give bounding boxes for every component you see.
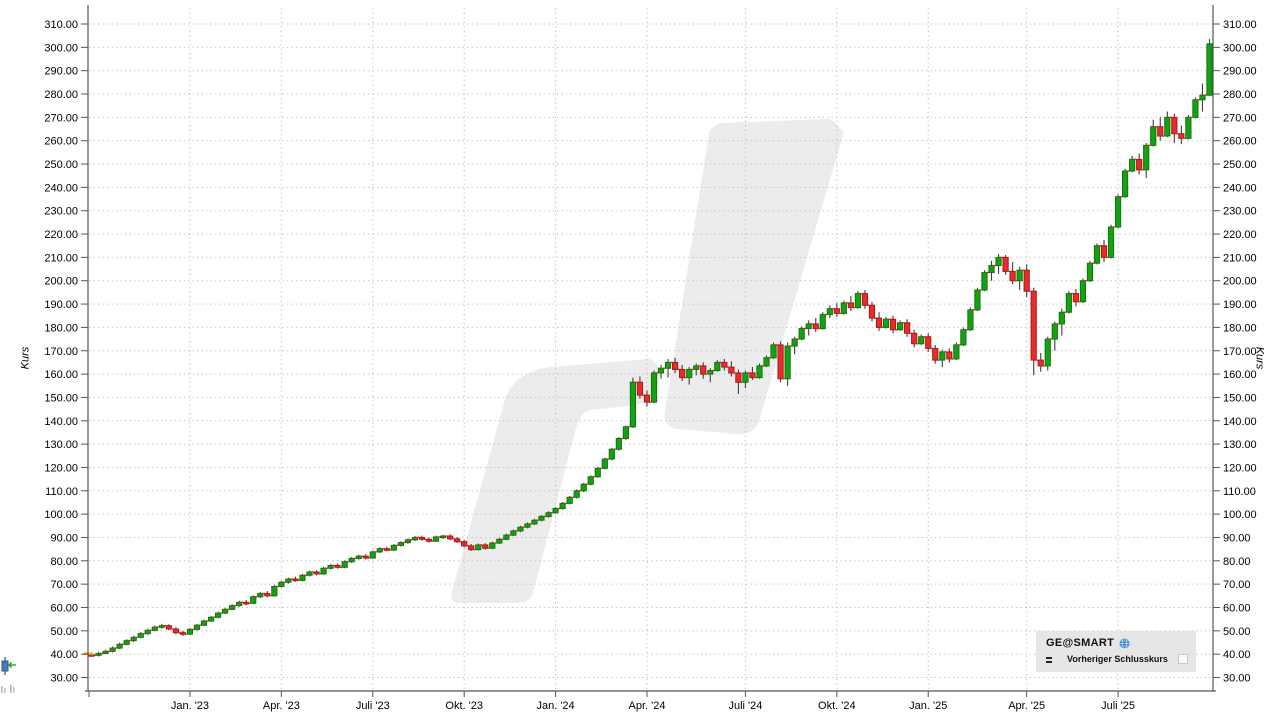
svg-text:220.00: 220.00	[44, 229, 78, 241]
svg-text:170.00: 170.00	[1223, 346, 1257, 358]
svg-text:280.00: 280.00	[44, 89, 78, 101]
svg-text:250.00: 250.00	[1223, 159, 1257, 171]
svg-text:120.00: 120.00	[44, 462, 78, 474]
svg-text:300.00: 300.00	[44, 42, 78, 54]
svg-text:110.00: 110.00	[45, 486, 78, 498]
svg-text:290.00: 290.00	[44, 66, 78, 78]
candlestick-tool-icon[interactable]	[0, 656, 18, 676]
svg-text:180.00: 180.00	[44, 322, 78, 334]
svg-text:250.00: 250.00	[44, 159, 78, 171]
svg-text:Okt. '23: Okt. '23	[445, 700, 483, 712]
svg-text:80.00: 80.00	[1223, 556, 1251, 568]
svg-text:190.00: 190.00	[44, 299, 78, 311]
svg-text:Juli '24: Juli '24	[728, 700, 762, 712]
svg-text:60.00: 60.00	[1223, 602, 1251, 614]
svg-text:220.00: 220.00	[1223, 229, 1257, 241]
svg-text:Apr. '25: Apr. '25	[1008, 700, 1045, 712]
svg-text:Apr. '24: Apr. '24	[629, 700, 666, 712]
svg-text:Juli '25: Juli '25	[1101, 700, 1135, 712]
svg-text:70.00: 70.00	[1223, 579, 1251, 591]
svg-text:Jan. '25: Jan. '25	[909, 700, 947, 712]
svg-text:50.00: 50.00	[50, 626, 78, 638]
legend-box: GE@SMART Vorheriger Schlusskurs	[1036, 631, 1196, 672]
svg-text:120.00: 120.00	[1223, 462, 1257, 474]
candle-series	[83, 39, 1213, 657]
globe-icon	[1119, 637, 1130, 649]
svg-text:140.00: 140.00	[44, 416, 78, 428]
legend-series-checkbox[interactable]	[1178, 654, 1188, 664]
svg-text:40.00: 40.00	[1223, 649, 1251, 661]
svg-text:310.00: 310.00	[44, 19, 78, 31]
svg-text:40.00: 40.00	[50, 649, 78, 661]
svg-text:100.00: 100.00	[44, 509, 78, 521]
svg-text:150.00: 150.00	[44, 392, 78, 404]
svg-text:Okt. '24: Okt. '24	[818, 700, 856, 712]
y-axis-title-left: Kurs	[19, 346, 32, 370]
svg-text:30.00: 30.00	[1223, 673, 1251, 685]
svg-text:90.00: 90.00	[50, 532, 78, 544]
svg-text:80.00: 80.00	[50, 556, 78, 568]
svg-text:110.00: 110.00	[1223, 486, 1256, 498]
svg-text:270.00: 270.00	[44, 112, 78, 124]
svg-text:280.00: 280.00	[1223, 89, 1257, 101]
legend-series-label: Vorheriger Schlusskurs	[1067, 654, 1168, 664]
svg-text:210.00: 210.00	[44, 252, 78, 264]
svg-text:260.00: 260.00	[44, 136, 78, 148]
svg-text:30.00: 30.00	[50, 673, 78, 685]
svg-text:60.00: 60.00	[50, 602, 78, 614]
gridlines	[89, 8, 1212, 691]
svg-text:160.00: 160.00	[1223, 369, 1257, 381]
svg-text:160.00: 160.00	[44, 369, 78, 381]
svg-text:90.00: 90.00	[1223, 532, 1251, 544]
svg-text:260.00: 260.00	[1223, 136, 1257, 148]
svg-text:190.00: 190.00	[1223, 299, 1257, 311]
svg-text:240.00: 240.00	[1223, 182, 1257, 194]
axes	[81, 5, 1220, 697]
svg-text:200.00: 200.00	[44, 276, 78, 288]
svg-text:170.00: 170.00	[44, 346, 78, 358]
svg-text:210.00: 210.00	[1223, 252, 1257, 264]
svg-text:230.00: 230.00	[1223, 206, 1257, 218]
svg-text:310.00: 310.00	[1223, 19, 1257, 31]
svg-text:230.00: 230.00	[44, 206, 78, 218]
svg-text:130.00: 130.00	[1223, 439, 1257, 451]
axis-labels: 30.00 30.00 40.00 40.00 50.00 50.00 60.00 60.00…	[44, 19, 1256, 712]
svg-text:50.00: 50.00	[1223, 626, 1251, 638]
dashed-line-icon	[1046, 655, 1062, 663]
svg-text:240.00: 240.00	[44, 182, 78, 194]
y-axis-title-right: Kurs	[1253, 346, 1266, 370]
svg-text:Jan. '23: Jan. '23	[171, 700, 209, 712]
legend-instrument-label: GE@SMART	[1046, 637, 1115, 649]
svg-text:Jan. '24: Jan. '24	[536, 700, 574, 712]
svg-text:150.00: 150.00	[1223, 392, 1257, 404]
svg-text:70.00: 70.00	[50, 579, 78, 591]
svg-text:200.00: 200.00	[1223, 276, 1257, 288]
svg-text:290.00: 290.00	[1223, 66, 1257, 78]
svg-text:140.00: 140.00	[1223, 416, 1257, 428]
svg-text:180.00: 180.00	[1223, 322, 1257, 334]
volume-bars-icon[interactable]	[1, 684, 19, 693]
svg-text:130.00: 130.00	[44, 439, 78, 451]
svg-text:100.00: 100.00	[1223, 509, 1257, 521]
svg-text:Juli '23: Juli '23	[356, 700, 390, 712]
svg-text:270.00: 270.00	[1223, 112, 1257, 124]
svg-text:Apr. '23: Apr. '23	[263, 700, 300, 712]
svg-text:300.00: 300.00	[1223, 42, 1257, 54]
